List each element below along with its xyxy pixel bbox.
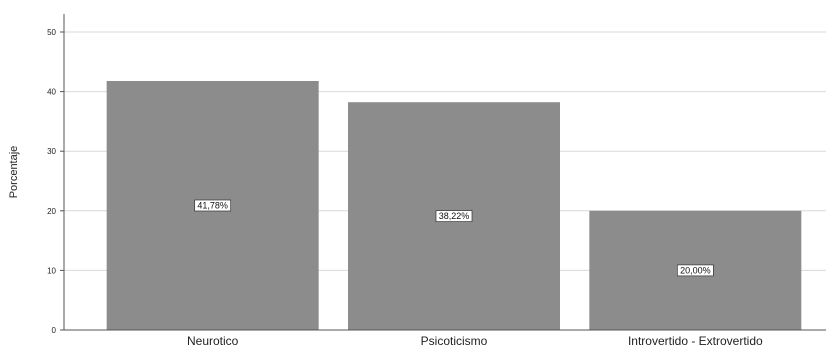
y-tick-label: 0 xyxy=(52,326,57,335)
x-category-label: Introvertido - Extrovertido xyxy=(628,334,763,348)
data-label-box xyxy=(435,210,473,222)
y-tick-label: 40 xyxy=(47,88,56,97)
data-labels: 41,78% 38,22% 20,00% xyxy=(194,199,714,277)
y-tick-labels: 0 10 20 30 40 50 xyxy=(47,28,64,335)
x-category-labels: Neurotico Psicoticismo Introvertido - Extr… xyxy=(187,334,763,348)
axes xyxy=(63,14,826,331)
y-tick-label: 30 xyxy=(47,147,56,156)
x-category-label: Neurotico xyxy=(187,334,239,348)
data-label: 41,78% xyxy=(197,200,228,210)
y-tick-label: 50 xyxy=(47,28,56,37)
data-label: 20,00% xyxy=(680,265,711,275)
y-tick-label: 10 xyxy=(47,266,56,275)
y-axis-label: Porcentaje xyxy=(8,146,20,199)
x-category-label: Psicoticismo xyxy=(421,334,488,348)
data-label-box xyxy=(194,199,232,212)
y-tick-label: 20 xyxy=(47,207,56,216)
data-label: 38,22% xyxy=(439,211,470,221)
data-label-box xyxy=(676,264,714,277)
